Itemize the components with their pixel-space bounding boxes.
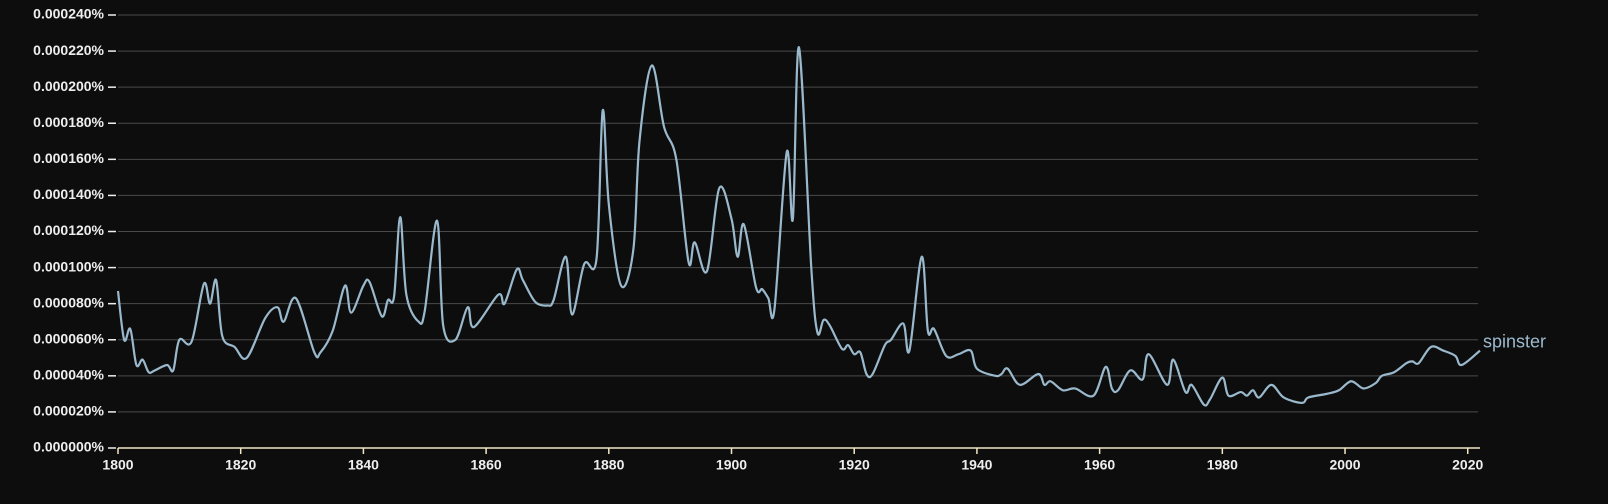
- x-tick-label: 1920: [839, 457, 870, 473]
- y-tick-label: 0.000020%: [33, 403, 104, 419]
- y-tick-label: 0.000000%: [33, 439, 104, 455]
- x-tick-label: 1940: [961, 457, 992, 473]
- x-tick-label: 2020: [1452, 457, 1483, 473]
- x-tick-label: 1840: [348, 457, 379, 473]
- x-tick-label: 1980: [1207, 457, 1238, 473]
- series-label: spinster: [1483, 331, 1546, 351]
- y-tick-label: 0.000220%: [33, 42, 104, 58]
- y-tick-label: 0.000060%: [33, 330, 104, 346]
- x-tick-label: 1900: [716, 457, 747, 473]
- y-tick-label: 0.000140%: [33, 186, 104, 202]
- x-tick-label: 1880: [593, 457, 624, 473]
- series-line: [116, 46, 1481, 407]
- x-tick-label: 1820: [225, 457, 256, 473]
- x-tick-label: 1800: [102, 457, 133, 473]
- y-tick-label: 0.000200%: [33, 78, 104, 94]
- x-tick-label: 1860: [471, 457, 502, 473]
- y-tick-label: 0.000080%: [33, 294, 104, 310]
- y-tick-label: 0.000240%: [33, 6, 104, 22]
- y-tick-label: 0.000160%: [33, 150, 104, 166]
- y-tick-label: 0.000120%: [33, 222, 104, 238]
- x-tick-label: 1960: [1084, 457, 1115, 473]
- x-tick-label: 2000: [1329, 457, 1360, 473]
- y-tick-label: 0.000040%: [33, 367, 104, 383]
- y-tick-label: 0.000180%: [33, 114, 104, 130]
- y-tick-label: 0.000100%: [33, 258, 104, 274]
